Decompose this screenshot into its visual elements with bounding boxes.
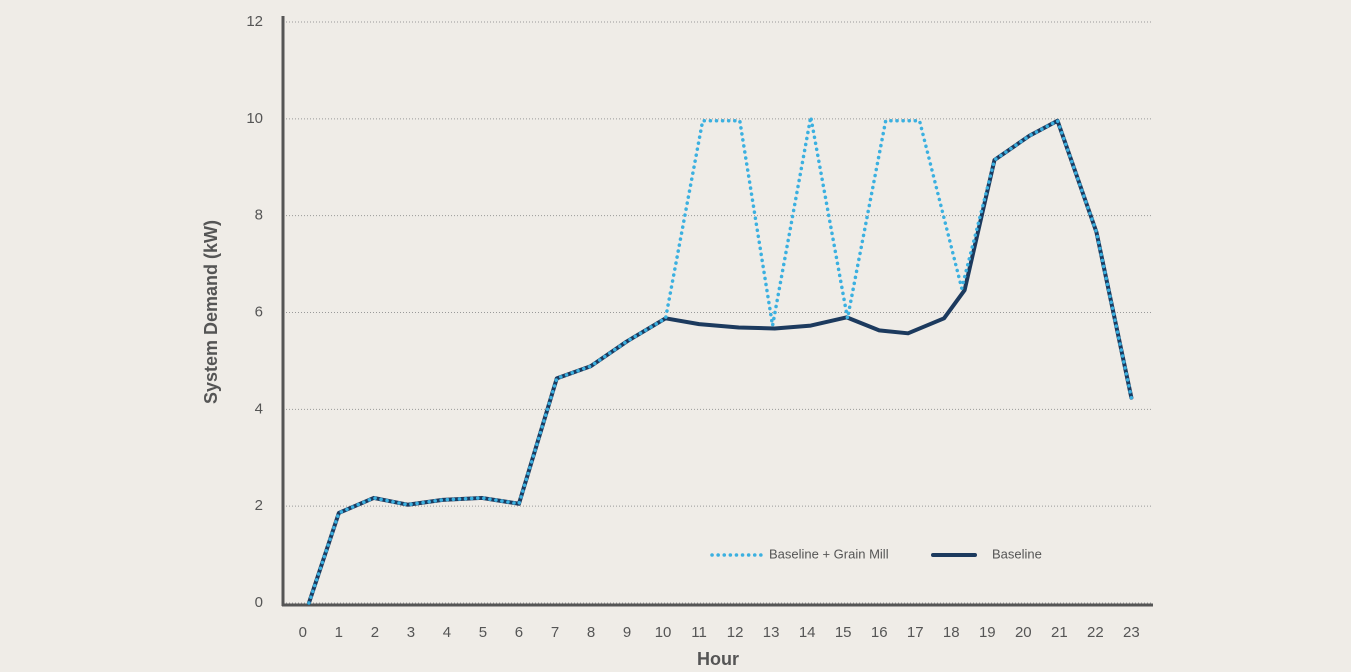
x-tick-label: 20: [1015, 624, 1032, 641]
x-tick-label: 13: [763, 624, 780, 641]
x-tick-label: 1: [335, 624, 343, 641]
x-tick-label: 4: [443, 624, 451, 641]
y-tick-label: 6: [255, 303, 263, 320]
x-tick-label: 11: [691, 624, 707, 641]
x-tick-label: 15: [835, 624, 852, 641]
x-tick-label: 7: [551, 624, 559, 641]
x-tick-label: 21: [1051, 624, 1068, 641]
x-tick-label: 18: [943, 624, 960, 641]
x-tick-label: 6: [515, 624, 523, 641]
x-tick-label: 2: [371, 624, 379, 641]
x-tick-label: 19: [979, 624, 996, 641]
x-tick-label: 23: [1123, 624, 1140, 641]
x-tick-label: 10: [655, 624, 672, 641]
legend-label: Baseline: [992, 546, 1042, 561]
x-tick-label: 16: [871, 624, 888, 641]
x-tick-label: 12: [727, 624, 744, 641]
x-tick-label: 8: [587, 624, 595, 641]
x-tick-label: 0: [299, 624, 307, 641]
y-tick-label: 12: [246, 13, 263, 30]
y-tick-label: 8: [255, 207, 263, 224]
series-line: [306, 118, 1134, 605]
x-tick-label: 5: [479, 624, 487, 641]
y-tick-label: 0: [255, 594, 263, 611]
legend-label: Baseline + Grain Mill: [769, 546, 889, 561]
y-tick-label: 2: [255, 497, 263, 514]
x-axis-title: Hour: [697, 649, 739, 669]
series-line: [307, 115, 1134, 605]
x-tick-label: 3: [407, 624, 415, 641]
y-axis-title: System Demand (kW): [201, 220, 221, 404]
x-tick-label: 14: [799, 624, 816, 641]
x-tick-label: 9: [623, 624, 631, 641]
x-tick-label: 17: [907, 624, 924, 641]
x-tick-label: 22: [1087, 624, 1104, 641]
y-tick-label: 4: [255, 400, 263, 417]
y-tick-label: 10: [246, 110, 263, 127]
